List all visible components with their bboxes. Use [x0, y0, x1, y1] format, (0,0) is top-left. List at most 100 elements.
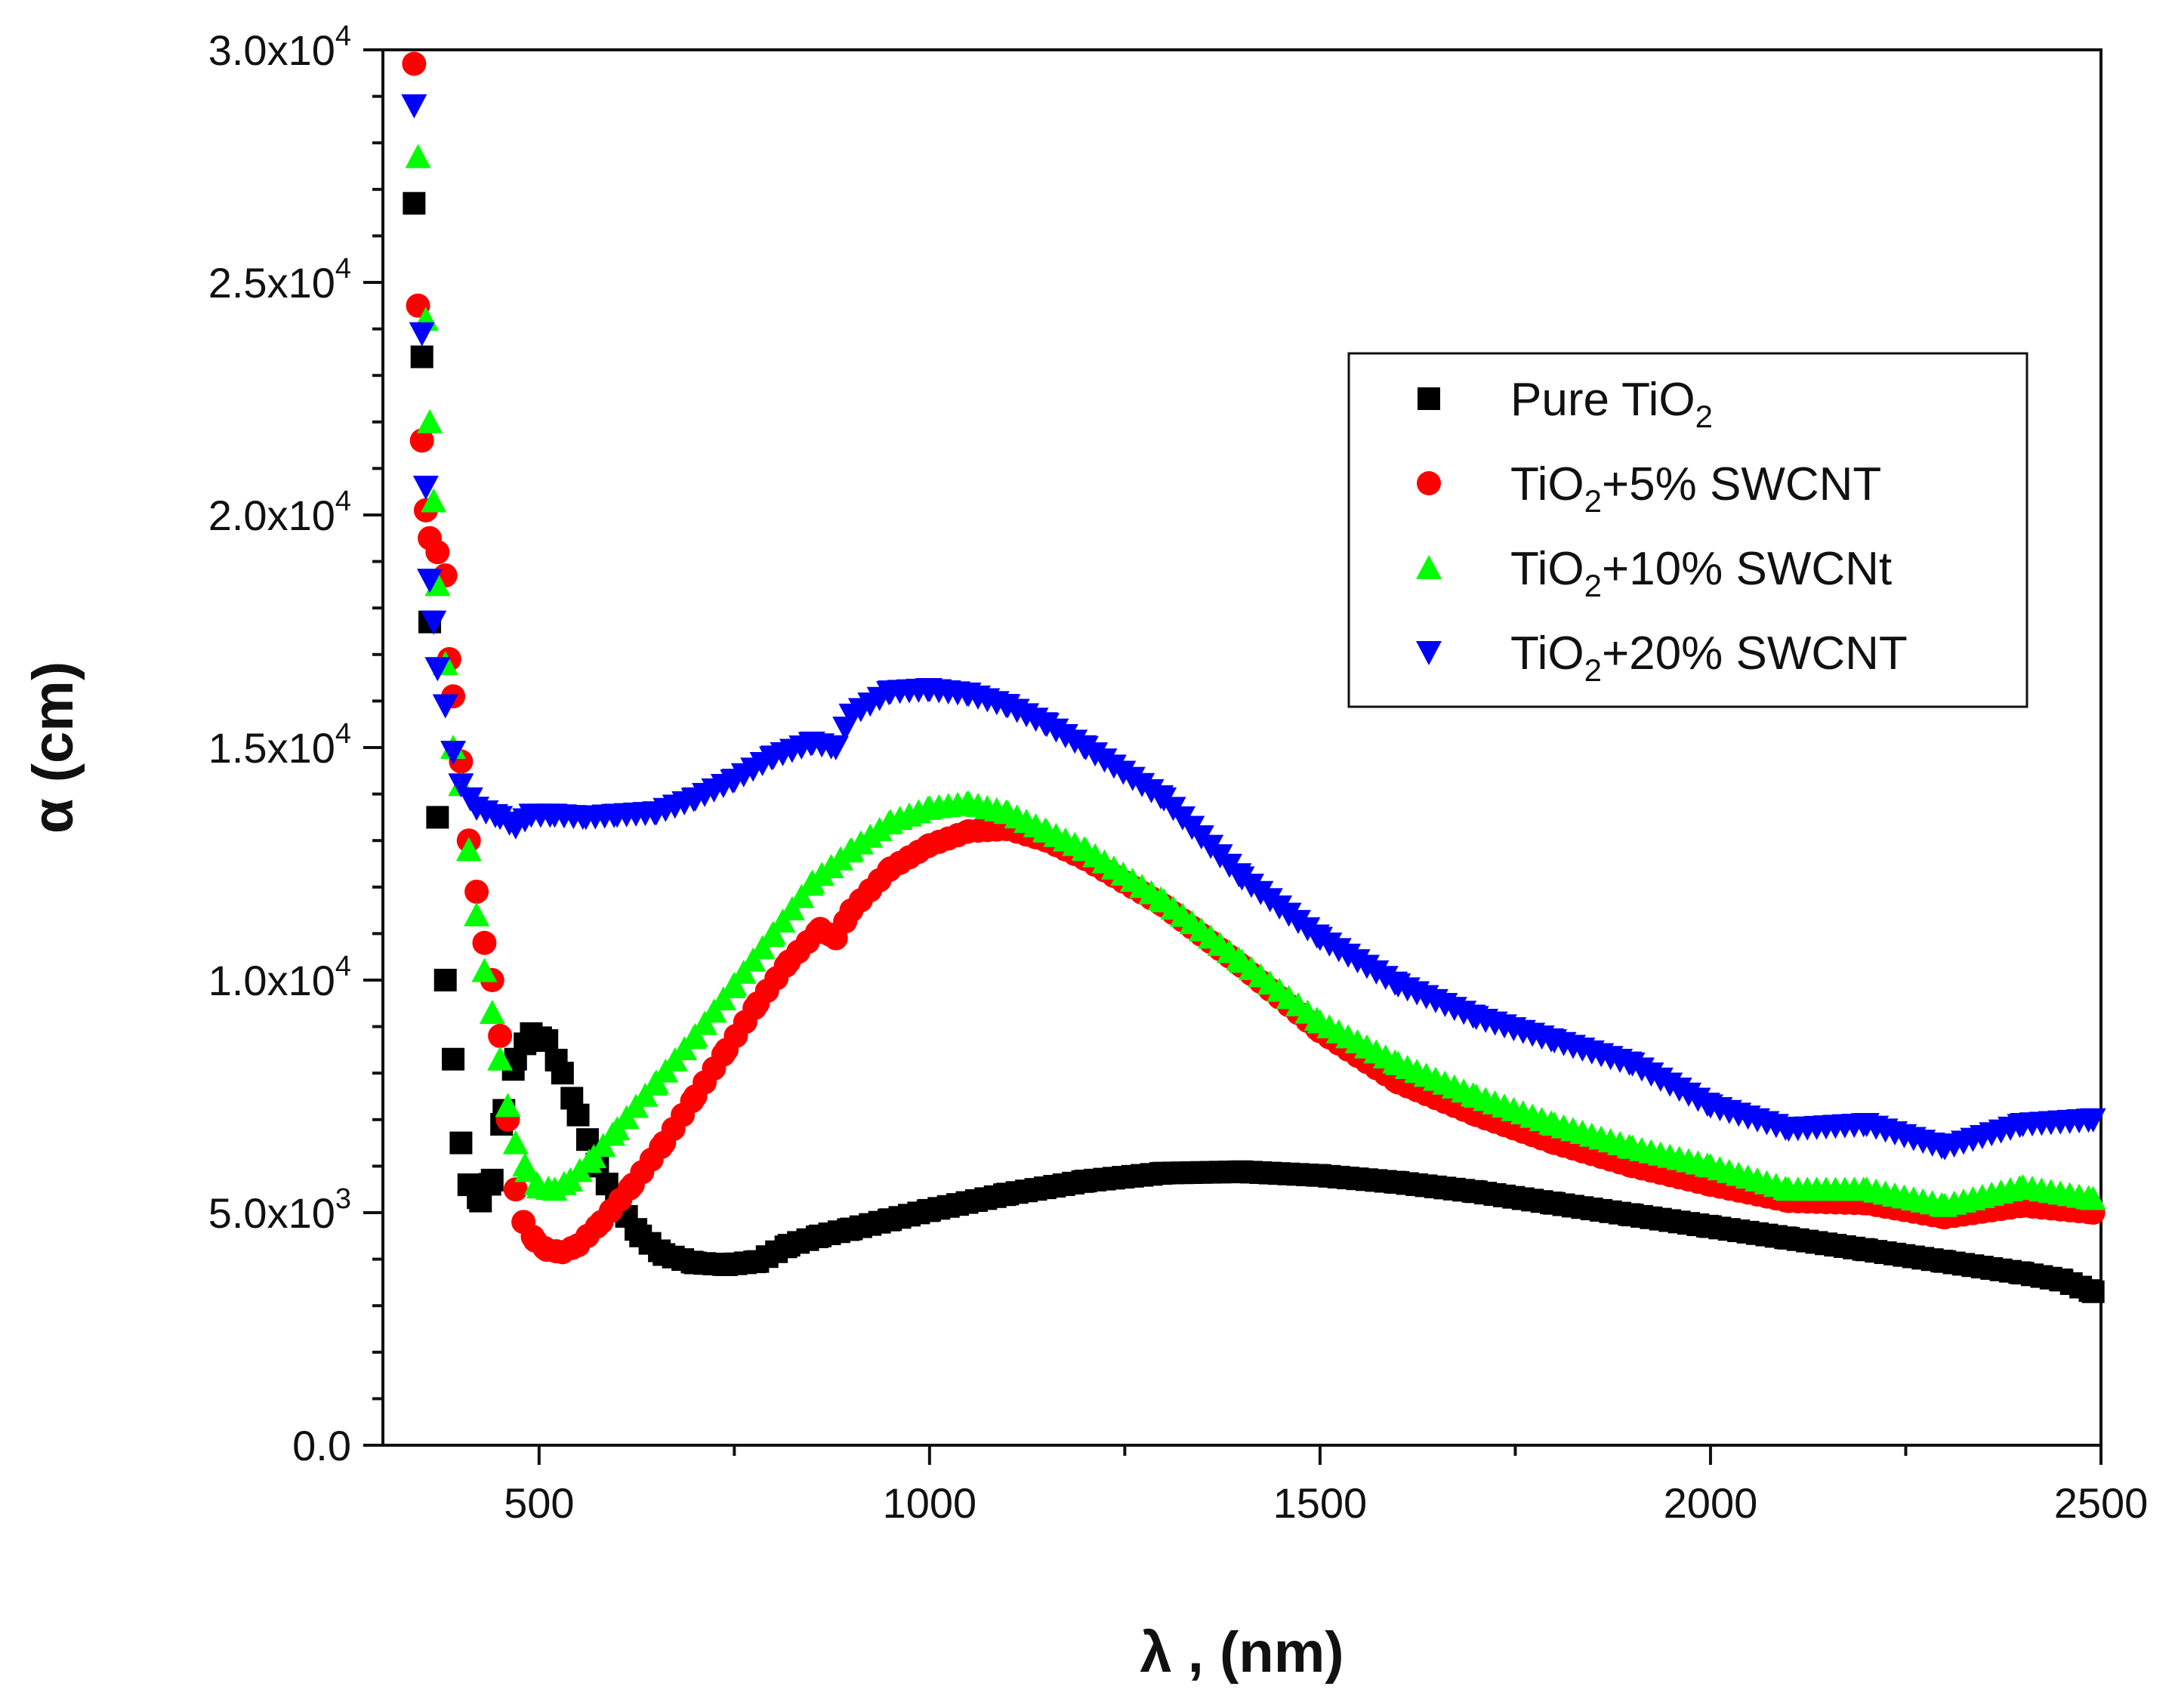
data-point	[480, 1168, 504, 1192]
legend-label: Pure TiO2	[1510, 374, 1713, 434]
data-point	[721, 972, 748, 997]
y-tick-mantissa: 2.0x10	[208, 492, 335, 539]
data-point	[566, 1103, 590, 1127]
y-tick-label: 5.0x103	[208, 1183, 351, 1237]
data-point	[421, 488, 447, 513]
series-triangle-down	[401, 94, 2106, 1161]
y-axis-title: α (cm)	[21, 661, 85, 834]
y-tick-exponent: 4	[335, 951, 351, 982]
data-point	[740, 947, 767, 972]
legend-marker	[1417, 471, 1441, 495]
legend-label-subscript: 2	[1584, 568, 1602, 603]
y-tick-label: 3.0x104	[208, 20, 351, 74]
data-point	[472, 930, 497, 955]
data-point	[514, 1158, 541, 1182]
data-point	[502, 1130, 529, 1155]
data-point	[487, 1046, 514, 1071]
y-tick-label: 2.5x104	[208, 253, 351, 307]
legend-marker	[1416, 641, 1442, 665]
data-point	[464, 879, 489, 904]
y-tick-exponent: 4	[335, 486, 351, 517]
legend-label-suffix: +20% SWCNT	[1602, 627, 1908, 680]
data-point	[432, 694, 458, 719]
data-point	[495, 1093, 521, 1118]
legend-label-subscript: 2	[1695, 399, 1713, 434]
data-point	[421, 610, 447, 635]
data-point	[409, 322, 435, 347]
data-point	[551, 1062, 574, 1085]
data-point	[2080, 1185, 2106, 1210]
series-square	[403, 192, 2105, 1303]
data-point	[412, 476, 439, 501]
data-point	[479, 1000, 505, 1025]
data-point	[692, 1010, 718, 1035]
data-point	[433, 969, 457, 991]
data-point	[448, 773, 474, 798]
y-axis-ticks: 0.05.0x1031.0x1041.5x1042.0x1042.5x1043.…	[208, 20, 383, 1469]
y-tick-exponent: 4	[335, 20, 351, 52]
y-tick-mantissa: 0.0	[292, 1422, 351, 1469]
data-point	[2081, 1280, 2105, 1303]
legend-label-subscript: 2	[1584, 652, 1602, 688]
data-point	[410, 345, 433, 368]
data-point	[822, 736, 849, 760]
legend-label: TiO2+20% SWCNT	[1510, 627, 1908, 688]
y-tick-exponent: 3	[335, 1183, 351, 1215]
y-tick-mantissa: 1.0x10	[208, 957, 335, 1004]
data-point	[405, 143, 431, 168]
legend-marker	[1416, 555, 1442, 579]
data-point	[440, 741, 467, 766]
data-point	[749, 935, 776, 960]
data-point	[449, 1131, 473, 1155]
y-tick-label: 2.0x104	[208, 486, 351, 539]
data-point	[701, 998, 727, 1023]
data-point	[788, 883, 815, 908]
series-layer	[401, 51, 2106, 1303]
data-point	[401, 94, 427, 119]
y-tick-mantissa: 3.0x10	[208, 26, 335, 74]
y-tick-exponent: 4	[335, 718, 351, 750]
x-axis-ticks: 500 1000 1500 2000 2500	[504, 1445, 2148, 1527]
data-point	[682, 1022, 708, 1047]
data-point	[760, 920, 787, 945]
legend-label-subscript: 2	[1584, 483, 1602, 519]
x-tick-label: 1500	[1273, 1479, 1368, 1527]
y-tick-exponent: 4	[335, 253, 351, 285]
legend-box	[1347, 352, 2028, 708]
data-point	[417, 569, 443, 593]
legend-label-main: Pure TiO	[1510, 374, 1695, 426]
data-point	[770, 908, 796, 933]
data-point	[779, 896, 805, 920]
data-point	[710, 986, 736, 1011]
data-point	[503, 1177, 528, 1202]
data-point	[402, 51, 427, 76]
data-point	[403, 192, 426, 215]
legend-label-suffix: +10% SWCNt	[1602, 543, 1892, 595]
legend-marker	[1418, 387, 1440, 410]
data-point	[464, 902, 490, 926]
x-axis-title: λ , (nm)	[1140, 1620, 1344, 1685]
y-tick-label: 1.5x104	[208, 718, 351, 772]
data-point	[455, 837, 482, 862]
data-point	[426, 806, 449, 829]
y-tick-mantissa: 5.0x10	[208, 1189, 335, 1237]
x-tick-label: 2000	[1664, 1479, 1758, 1527]
data-point	[417, 409, 443, 433]
y-tick-mantissa: 1.5x10	[208, 724, 335, 772]
y-tick-label: 1.0x104	[208, 951, 351, 1004]
data-point	[442, 1047, 465, 1071]
legend-label: TiO2+5% SWCNT	[1510, 458, 1881, 519]
x-tick-label: 1000	[883, 1479, 977, 1527]
data-point	[471, 957, 498, 982]
legend-label-main: TiO	[1510, 627, 1584, 680]
data-point	[535, 1029, 559, 1053]
y-tick-label: 0.0	[292, 1422, 351, 1469]
legend-label-suffix: +5% SWCNT	[1602, 458, 1881, 510]
y-tick-mantissa: 2.5x10	[208, 259, 335, 307]
x-tick-label: 500	[504, 1479, 574, 1527]
data-point	[730, 959, 757, 984]
data-point	[409, 428, 434, 453]
legend-label: TiO2+10% SWCNt	[1510, 543, 1892, 603]
